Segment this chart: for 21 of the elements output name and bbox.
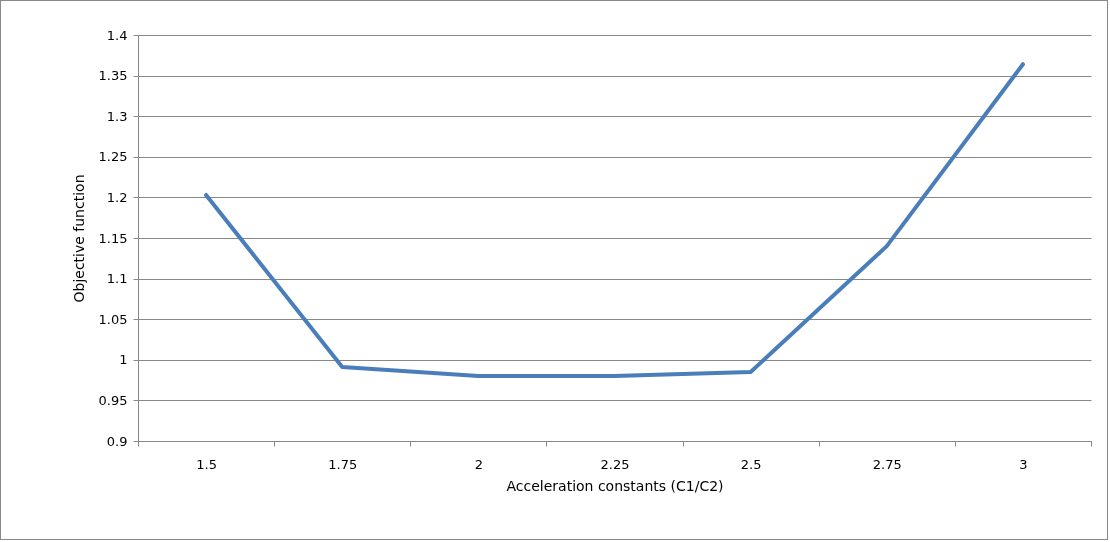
x-axis-title: Acceleration constants (C1/C2) <box>506 477 724 494</box>
y-tick-label: 1.4 <box>106 27 128 43</box>
y-tick-label: 0.95 <box>98 392 128 408</box>
y-tick-label: 1.15 <box>98 230 128 246</box>
x-tick-label: 2.25 <box>600 456 630 472</box>
y-tick-label: 1.05 <box>98 311 128 327</box>
x-tick-label: 2.75 <box>872 456 902 472</box>
x-tick-label: 1.5 <box>196 456 217 472</box>
y-tick-label: 1.35 <box>98 68 128 84</box>
x-tick-label: 2.5 <box>740 456 762 472</box>
x-tick-label: 2 <box>474 456 483 472</box>
line-series <box>204 62 1025 379</box>
x-tick-label: 3 <box>1019 456 1028 472</box>
y-tick-label: 0.9 <box>106 433 128 449</box>
x-tick-label: 1.75 <box>328 456 358 472</box>
y-tick-label: 1.3 <box>106 108 128 124</box>
y-tick-label: 1.1 <box>106 271 128 287</box>
y-tick-label: 1.2 <box>106 189 128 205</box>
y-tick-label: 1 <box>119 352 128 368</box>
y-tick-label: 1.25 <box>98 149 128 165</box>
y-axis-title: Objective function <box>70 174 87 303</box>
